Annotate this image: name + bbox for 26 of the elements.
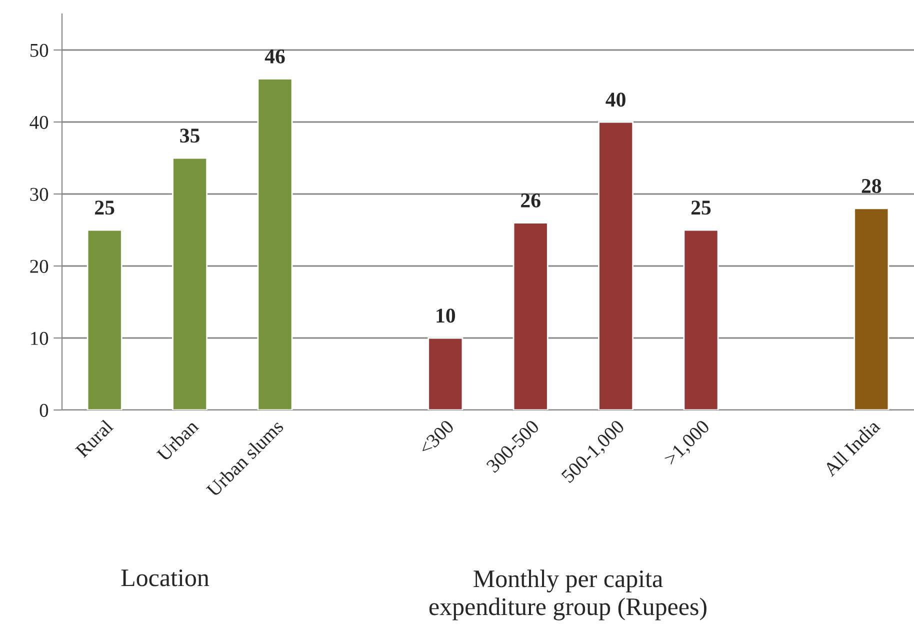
x-tick-label: <300 — [418, 419, 455, 456]
bar — [257, 78, 293, 410]
data-label: 25 — [95, 200, 114, 215]
bar — [512, 222, 548, 410]
text: Monthly per capita expenditure group (Rupees) — [429, 570, 706, 620]
bar — [854, 208, 890, 410]
y-tick-label: 50 — [30, 44, 48, 57]
y-tick-label: 20 — [30, 260, 48, 273]
data-label: 26 — [521, 193, 540, 208]
text: Location — [121, 569, 210, 586]
bar — [683, 229, 719, 410]
bar — [86, 229, 122, 410]
bar — [172, 157, 208, 410]
data-label: 35 — [180, 128, 200, 143]
y-tick-label: 40 — [30, 116, 48, 129]
data-label: 28 — [862, 179, 882, 194]
data-label: 25 — [691, 200, 711, 215]
bar — [598, 121, 634, 410]
data-label: 10 — [436, 308, 456, 323]
y-tick-label: 10 — [31, 332, 48, 345]
y-tick-label: 0 — [40, 404, 48, 417]
data-label: 46 — [264, 49, 285, 64]
data-label: 40 — [606, 92, 626, 107]
y-tick-label: 30 — [30, 188, 48, 201]
bar — [428, 337, 464, 410]
x-tick-label: All India — [822, 418, 881, 478]
